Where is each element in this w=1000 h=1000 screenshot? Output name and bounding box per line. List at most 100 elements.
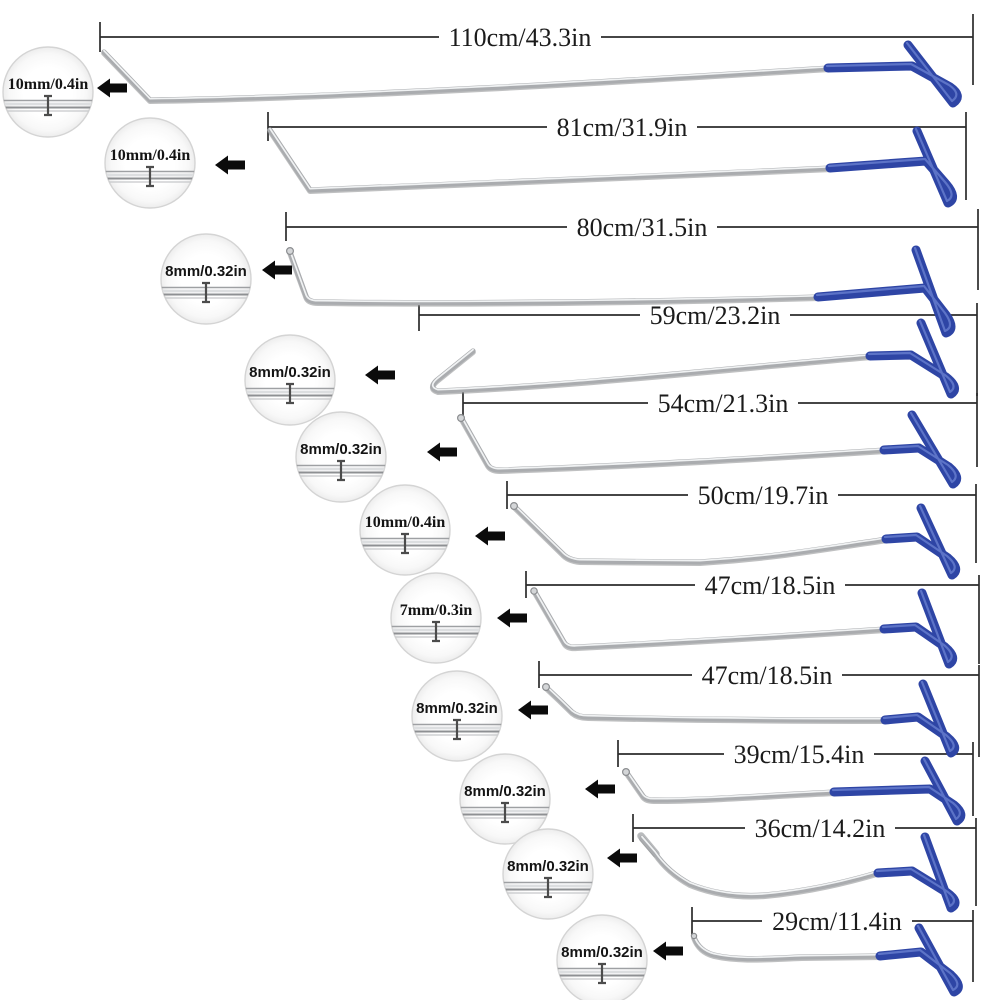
left-arrow-icon	[427, 442, 457, 462]
diameter-circle	[244, 334, 336, 426]
rod-cross-section	[391, 620, 481, 643]
rod-shaft-layer	[515, 507, 888, 562]
length-label: 81cm/31.9in	[557, 113, 688, 142]
rod-9	[621, 759, 961, 821]
diameter-marker-icon	[146, 165, 154, 188]
length-label-background	[547, 111, 697, 143]
rod-cross-section	[412, 718, 502, 741]
diameter-marker-icon	[598, 962, 606, 985]
diameter-label: 8mm/0.32in	[507, 858, 589, 875]
diameter-marker-icon	[453, 718, 461, 741]
diameter-circle	[359, 484, 451, 576]
rod-4	[433, 321, 955, 394]
rod-tip-knob	[530, 587, 538, 595]
rod-6	[510, 502, 956, 575]
left-arrow-icon	[653, 941, 683, 961]
rod-handle-layer	[886, 508, 956, 575]
rod-cross-section	[460, 801, 550, 824]
rod-11	[690, 926, 958, 992]
length-label-background	[745, 812, 895, 844]
length-label-background	[567, 211, 717, 243]
diameter-callout-2: 10mm/0.4in	[104, 117, 245, 209]
diameter-label: 8mm/0.32in	[249, 364, 331, 381]
rod-3	[286, 246, 952, 333]
rod-shaft-layer	[642, 839, 880, 897]
diameter-callout-1: 10mm/0.4in	[2, 46, 127, 138]
rod-tip-knob	[457, 414, 466, 423]
diameter-circle	[160, 233, 252, 325]
rod-shaft-layer	[104, 52, 830, 100]
measurement-row-5: 54cm/21.3in	[462, 387, 978, 467]
left-arrow-icon	[497, 608, 527, 628]
rod-cross-section	[3, 94, 93, 117]
rod-handle-layer	[880, 928, 958, 992]
rod-handle-layer	[828, 45, 957, 103]
rod-cross-section	[503, 876, 593, 899]
rod-handle-layer	[815, 246, 952, 333]
left-arrow-icon	[518, 700, 548, 720]
measurement-row-9: 39cm/15.4in	[617, 738, 974, 816]
left-arrow-icon	[475, 526, 505, 546]
rod-cross-section	[296, 459, 386, 482]
measurement-row-10: 36cm/14.2in	[632, 812, 977, 906]
length-label: 36cm/14.2in	[755, 814, 886, 843]
diameter-callout-8: 8mm/0.32in	[411, 670, 548, 762]
diameter-callout-7: 7mm/0.3in	[390, 572, 527, 664]
diameter-marker-icon	[286, 382, 294, 405]
rod-cross-section	[360, 532, 450, 555]
diameter-label: 8mm/0.32in	[464, 783, 546, 800]
diameter-label: 8mm/0.32in	[561, 944, 643, 961]
measurement-row-6: 50cm/19.7in	[506, 479, 977, 563]
diameter-marker-icon	[432, 620, 440, 643]
diameter-label: 8mm/0.32in	[300, 441, 382, 458]
length-label: 110cm/43.3in	[449, 23, 592, 52]
rods	[104, 43, 961, 992]
length-label-background	[724, 738, 874, 770]
diameter-marker-icon	[501, 801, 509, 824]
diameter-label: 8mm/0.32in	[416, 700, 498, 717]
diameter-marker-icon	[44, 94, 52, 117]
length-label-background	[692, 659, 842, 691]
length-label: 59cm/23.2in	[650, 301, 781, 330]
diameter-circle	[411, 670, 503, 762]
diameter-marker-icon	[401, 532, 409, 555]
rod-tip-knob	[510, 502, 519, 511]
rod-shaft-layer	[642, 838, 880, 896]
diameter-circle	[104, 117, 196, 209]
diameter-callout-9: 8mm/0.32in	[459, 753, 615, 845]
rod-cross-section	[105, 165, 195, 188]
length-label: 47cm/18.5in	[702, 661, 833, 690]
rod-shaft-layer	[290, 252, 820, 303]
measurement-row-11: 29cm/11.4in	[691, 905, 974, 982]
diameter-callout-4: 8mm/0.32in	[244, 334, 395, 426]
rod-handle-layer	[885, 684, 955, 753]
rod-tip-knob	[690, 932, 698, 940]
measurement-row-4: 59cm/23.2in	[418, 299, 978, 396]
length-label-background	[695, 569, 845, 601]
rod-shaft-layer	[289, 249, 821, 303]
rod-cross-section	[245, 382, 335, 405]
rod-shaft-layer	[546, 685, 888, 720]
measurement-row-7: 47cm/18.5in	[525, 569, 980, 664]
diameter-circle	[2, 46, 94, 138]
rod-shaft-layer	[431, 348, 873, 391]
measurement-row-3: 80cm/31.5in	[285, 209, 979, 290]
rod-shaft-layer	[462, 419, 886, 470]
rod-cross-section	[557, 962, 647, 985]
diameter-callouts: 10mm/0.4in 10mm/0.4in 8mm/0.32in 8mm/0.32in…	[2, 46, 683, 1000]
length-label: 39cm/15.4in	[734, 740, 865, 769]
rod-shaft-layer	[461, 416, 887, 470]
left-arrow-icon	[97, 78, 127, 98]
diameter-circle	[390, 572, 482, 664]
diameter-marker-icon	[544, 876, 552, 899]
diameter-callout-11: 8mm/0.32in	[556, 914, 683, 1000]
diameter-label: 8mm/0.32in	[165, 263, 247, 280]
rod-5	[457, 413, 957, 484]
rod-tip-knob	[621, 767, 630, 776]
rod-shaft-layer	[433, 351, 872, 391]
rod-tip-knob	[286, 247, 295, 256]
diameter-marker-icon	[337, 459, 345, 482]
diameter-label: 7mm/0.3in	[400, 602, 473, 619]
length-label: 80cm/31.5in	[577, 213, 708, 242]
